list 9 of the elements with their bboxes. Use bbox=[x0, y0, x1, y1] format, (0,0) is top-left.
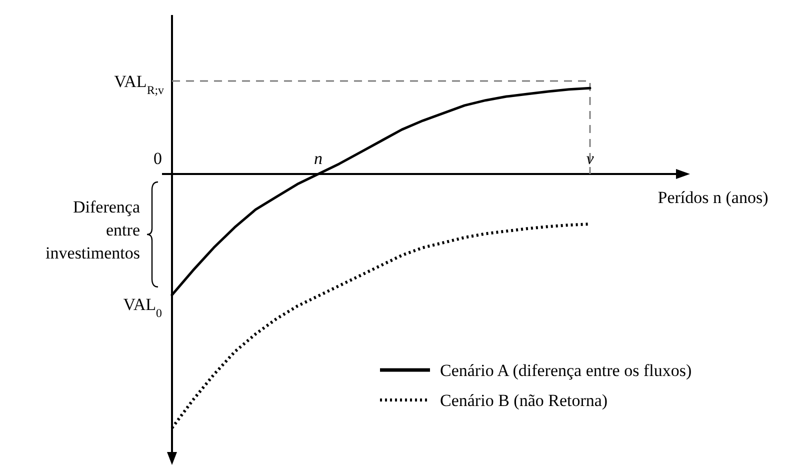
annotation: VAL$_{0}$ bbox=[123, 294, 162, 320]
legend-label: Cenário B (não Retorna) bbox=[440, 391, 608, 410]
text: Diferença entre investimentos bbox=[46, 197, 140, 262]
annotation: 0 bbox=[154, 149, 162, 168]
x-tick-label: v bbox=[586, 149, 594, 168]
ref-line-label: VAL$_{R;v}$ bbox=[114, 72, 164, 98]
x-tick-label: n bbox=[314, 149, 323, 168]
x-axis-title: Perídos n (anos) bbox=[658, 188, 768, 207]
legend-label: Cenário A (diferença entre os fluxos) bbox=[440, 361, 692, 380]
